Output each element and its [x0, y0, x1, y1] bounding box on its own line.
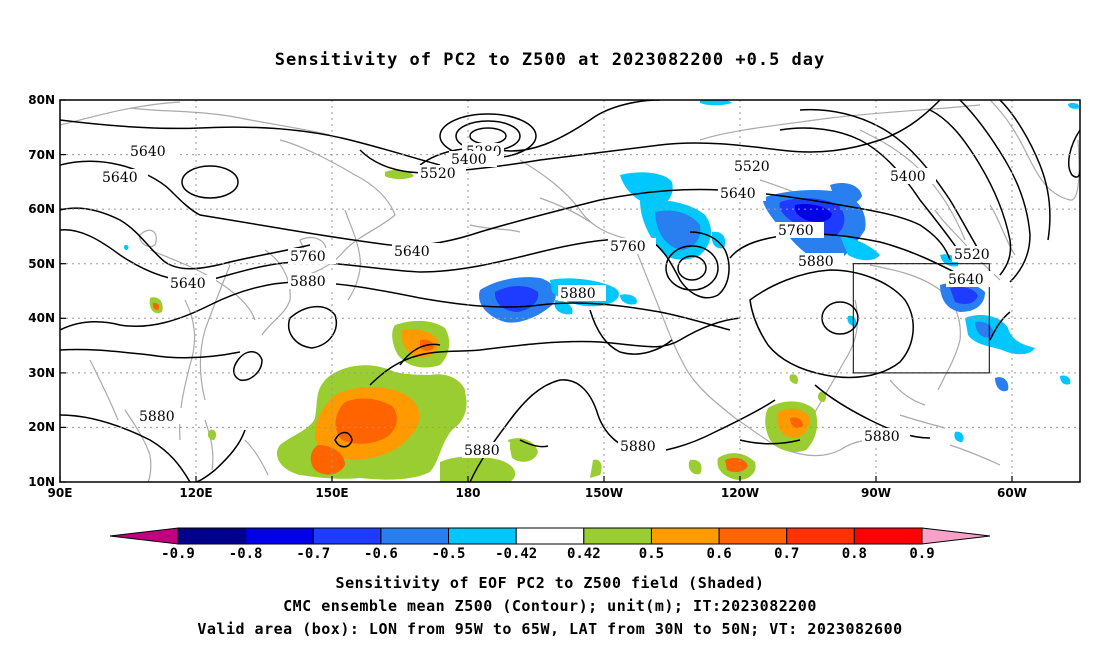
chart-title: Sensitivity of PC2 to Z500 at 2023082200… [274, 50, 826, 70]
contour-label: 5880 [464, 443, 500, 459]
sensitivity-map: 5280 5400 5520 5640 5640 5640 5640 5760 … [28, 93, 1081, 560]
contour-label: 5760 [290, 249, 326, 265]
colorbar: -0.9 -0.8 -0.7 -0.6 -0.5 -0.42 0.42 0.5 0.6 0.7 0.… [109, 527, 991, 560]
lat-label: 20N [28, 420, 55, 434]
colorbar-cell [650, 527, 720, 545]
caption-line-3: Valid area (box): LON from 95W to 65W, L… [197, 620, 903, 638]
tick-marks [59, 99, 1013, 483]
lon-label: 120E [179, 486, 212, 500]
lon-label: 180 [455, 486, 480, 500]
contour-label: 5520 [734, 159, 770, 175]
lon-label: 60W [997, 486, 1027, 500]
lon-label: 150W [585, 486, 623, 500]
contour-label: 5520 [954, 247, 990, 263]
lon-label: 150E [315, 486, 348, 500]
contour-label: 5760 [610, 239, 646, 255]
contour-label: 5640 [394, 244, 430, 260]
colorbar-low-arrow [109, 527, 179, 545]
colorbar-tick-label: -0.5 [432, 546, 466, 560]
lat-label: 10N [28, 475, 55, 489]
contour-label: 5640 [948, 272, 984, 288]
lat-label: 50N [28, 257, 55, 271]
colorbar-tick-label: -0.42 [495, 546, 537, 560]
caption-line-1: Sensitivity of EOF PC2 to Z500 field (Sh… [335, 574, 765, 592]
lat-label: 70N [28, 148, 55, 162]
colorbar-tick-label: -0.6 [364, 546, 398, 560]
contour-label: 5640 [170, 276, 206, 292]
contour-label: 5520 [420, 166, 456, 182]
colorbar-tick-label: 0.9 [909, 546, 934, 560]
contour-label: 5880 [798, 254, 834, 270]
map-frame [59, 99, 1081, 483]
colorbar-cell [786, 527, 855, 545]
contour-label: 5640 [130, 144, 166, 160]
colorbar-cell [177, 527, 247, 545]
lat-label: 30N [28, 366, 55, 380]
contour-label-group: 5280 5400 5520 5640 5640 5640 5640 5760 … [100, 143, 1000, 459]
graticule [60, 100, 1080, 482]
colorbar-tick-label: -0.8 [229, 546, 263, 560]
colorbar-tick-label: 0.6 [706, 546, 731, 560]
latitude-labels: 80N 70N 60N 50N 40N 30N 20N 10N [28, 93, 55, 489]
colorbar-cell [515, 527, 585, 545]
lat-label: 80N [28, 93, 55, 107]
contour-label: 5760 [778, 223, 814, 239]
contour-label: 5880 [864, 429, 900, 445]
colorbar-cell [380, 527, 450, 545]
colorbar-tick-label: 0.8 [842, 546, 867, 560]
colorbar-cell [312, 527, 382, 545]
colorbar-tick-label: 0.5 [639, 546, 664, 560]
colorbar-tick-label: 0.42 [567, 546, 601, 560]
colorbar-cell [583, 527, 652, 545]
lat-label: 60N [28, 202, 55, 216]
sensitivity-shading [123, 100, 1080, 482]
contour-label: 5880 [560, 286, 596, 302]
lon-label: 90E [48, 486, 73, 500]
colorbar-high-arrow [921, 527, 991, 545]
valid-area-box [852, 263, 990, 374]
caption-line-2: CMC ensemble mean Z500 (Contour); unit(m… [283, 597, 817, 615]
longitude-labels: 90E 120E 150E 180 150W 120W 90W 60W [48, 486, 1027, 500]
contour-label: 5400 [890, 169, 926, 185]
contour-label: 5880 [139, 409, 175, 425]
contour-label: 5880 [290, 274, 326, 290]
lon-label: 90W [861, 486, 891, 500]
colorbar-cell [853, 527, 923, 545]
lat-label: 40N [28, 311, 55, 325]
contour-label: 5640 [720, 186, 756, 202]
colorbar-cell [718, 527, 788, 545]
contour-label: 5880 [620, 439, 656, 455]
colorbar-cell [245, 527, 314, 545]
colorbar-cell [448, 527, 517, 545]
contour-label: 5640 [102, 170, 138, 186]
colorbar-tick-label: 0.7 [774, 546, 799, 560]
lon-label: 120W [721, 486, 759, 500]
colorbar-tick-label: -0.7 [296, 546, 330, 560]
colorbar-tick-label: -0.9 [161, 546, 195, 560]
contour-label: 5400 [451, 152, 487, 168]
